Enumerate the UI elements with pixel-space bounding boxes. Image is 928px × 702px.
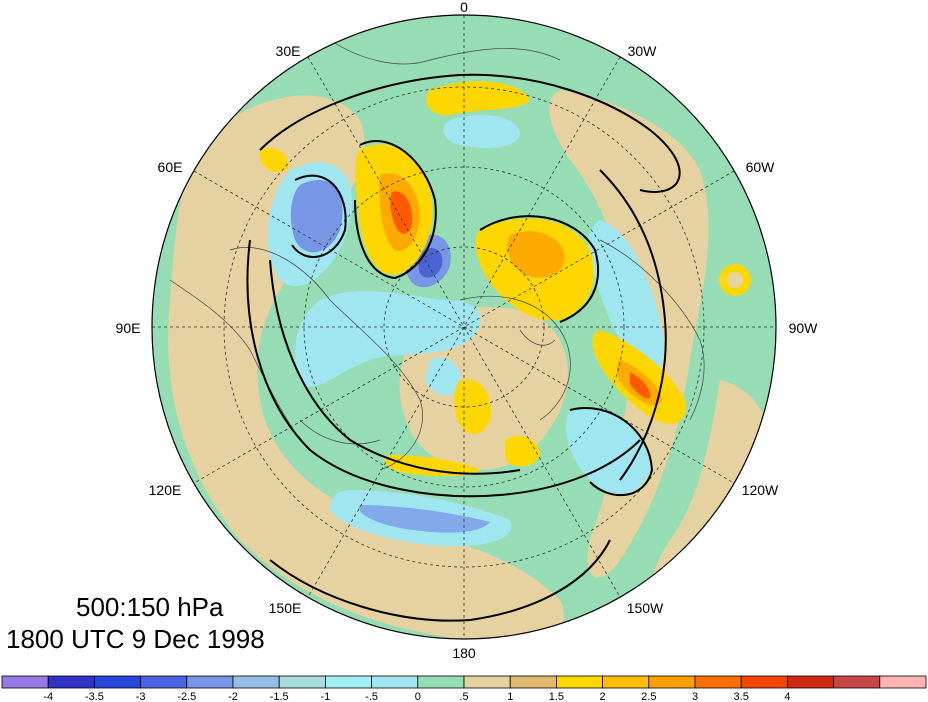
lon-label-60w: 60W bbox=[746, 159, 776, 175]
coastlines bbox=[169, 39, 705, 471]
colorbar-swatch bbox=[47, 675, 95, 689]
colorbar-tick-label: 1 bbox=[507, 691, 513, 702]
lon-label-0: 0 bbox=[460, 0, 468, 15]
colorbar: -4 -3.5 -3 -2.5 -2 -1.5 -1 -.5 0 .5 1 1.5 2 2.5 3 3.5 4 bbox=[1, 675, 927, 702]
colorbar-swatch bbox=[833, 675, 881, 689]
colorbar-swatch bbox=[509, 675, 557, 689]
lon-label-150w: 150W bbox=[627, 600, 664, 616]
colorbar-swatch bbox=[787, 675, 835, 689]
colorbar-tick-label: 3 bbox=[692, 691, 698, 702]
positive-anomaly-fill bbox=[260, 81, 751, 477]
colorbar-swatch bbox=[417, 675, 465, 689]
colorbar-tick-label: -2 bbox=[228, 691, 238, 702]
longitude-labels: 0 30W 60W 90W 120W 150W 180 150E 120E 90… bbox=[116, 0, 819, 661]
colorbar-swatch bbox=[1, 675, 49, 689]
lon-label-150e: 150E bbox=[269, 600, 302, 616]
map-border bbox=[151, 14, 777, 640]
colorbar-tick-label: -3.5 bbox=[85, 691, 104, 702]
lon-label-30e: 30E bbox=[276, 43, 301, 59]
colorbar-tick-label: -.5 bbox=[365, 691, 378, 702]
polar-map: 0 30W 60W 90W 120W 150W 180 150E 120E 90… bbox=[116, 0, 819, 661]
timestamp-caption: 1800 UTC 9 Dec 1998 bbox=[6, 624, 265, 654]
graticule bbox=[152, 15, 776, 639]
colorbar-swatch bbox=[324, 675, 372, 689]
colorbar-tick-label: 3.5 bbox=[734, 691, 749, 702]
colorbar-swatch bbox=[94, 675, 142, 689]
light-blue-anomaly-fill bbox=[267, 115, 664, 547]
colorbar-tick-label: -3 bbox=[136, 691, 146, 702]
colorbar-tick-label: 4 bbox=[784, 691, 790, 702]
colorbar-tick-label: 0 bbox=[415, 691, 421, 702]
lon-label-90w: 90W bbox=[789, 320, 819, 336]
colorbar-swatch bbox=[463, 675, 511, 689]
lon-label-60e: 60E bbox=[158, 159, 183, 175]
colorbar-tick-label: -4 bbox=[43, 691, 53, 702]
blue-anomaly-band bbox=[359, 505, 490, 533]
lon-label-30w: 30W bbox=[628, 43, 658, 59]
colorbar-swatch bbox=[278, 675, 326, 689]
colorbar-swatch bbox=[648, 675, 696, 689]
colorbar-tick-label: 2.5 bbox=[641, 691, 656, 702]
colorbar-tick-label: 1.5 bbox=[549, 691, 564, 702]
lon-label-180: 180 bbox=[452, 645, 476, 661]
lon-label-90e: 90E bbox=[116, 320, 141, 336]
lon-label-120e: 120E bbox=[149, 482, 182, 498]
colorbar-swatch bbox=[556, 675, 604, 689]
colorbar-swatch bbox=[740, 675, 788, 689]
colorbar-ticks: -4 -3.5 -3 -2.5 -2 -1.5 -1 -.5 0 .5 1 1.5 2 2.5 3 3.5 4 bbox=[43, 691, 790, 702]
lon-label-120w: 120W bbox=[742, 482, 779, 498]
colorbar-swatch bbox=[694, 675, 742, 689]
colorbar-swatches bbox=[1, 675, 927, 689]
colorbar-tick-label: 2 bbox=[600, 691, 606, 702]
colorbar-tick-label: .5 bbox=[459, 691, 468, 702]
colorbar-tick-label: -2.5 bbox=[177, 691, 196, 702]
colorbar-swatch bbox=[140, 675, 188, 689]
colorbar-tick-label: -1 bbox=[321, 691, 331, 702]
contour-lines bbox=[246, 73, 681, 622]
colorbar-swatch bbox=[232, 675, 280, 689]
colorbar-swatch bbox=[879, 675, 927, 689]
pressure-level-caption: 500:150 hPa bbox=[76, 592, 224, 622]
colorbar-swatch bbox=[371, 675, 419, 689]
colorbar-swatch bbox=[602, 675, 650, 689]
colorbar-swatch bbox=[186, 675, 234, 689]
colorbar-tick-label: -1.5 bbox=[270, 691, 289, 702]
